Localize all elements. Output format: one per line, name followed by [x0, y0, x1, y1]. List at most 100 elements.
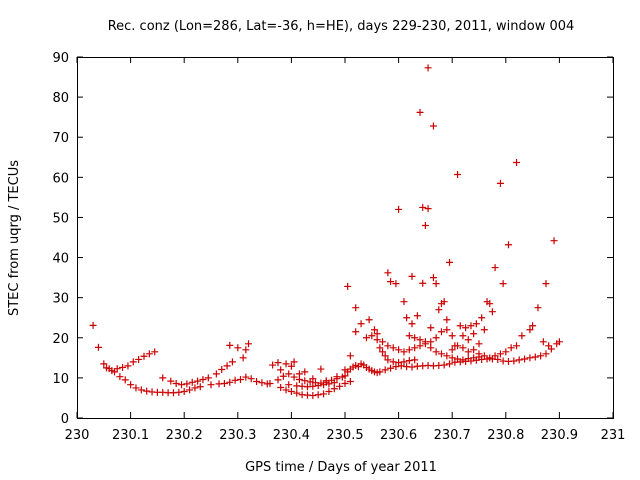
data-point [448, 332, 456, 340]
data-point [330, 385, 338, 393]
y-tick-label: 90 [52, 51, 69, 66]
data-point [400, 348, 408, 356]
data-point [105, 365, 113, 373]
data-point [395, 205, 403, 213]
data-point [159, 374, 167, 382]
data-point [507, 344, 515, 352]
data-point [381, 352, 389, 360]
data-point [336, 382, 344, 390]
data-point [384, 269, 392, 277]
data-point [191, 384, 199, 392]
data-point [341, 380, 349, 388]
data-point [376, 344, 384, 352]
data-point [413, 312, 421, 320]
data-point [309, 382, 317, 390]
data-point [274, 376, 282, 384]
x-tick-label: 230.4 [273, 428, 310, 443]
data-point [186, 386, 194, 394]
data-point [226, 341, 234, 349]
data-point [325, 388, 333, 396]
data-point [416, 108, 424, 116]
data-point [502, 348, 510, 356]
data-point [188, 378, 196, 386]
data-point [180, 388, 188, 396]
data-point [470, 354, 478, 362]
data-point [416, 342, 424, 350]
data-point [480, 326, 488, 334]
data-point [486, 300, 494, 308]
data-point [494, 355, 502, 363]
data-point [376, 368, 384, 376]
data-point [429, 122, 437, 130]
data-point [400, 358, 408, 366]
data-point [459, 356, 467, 364]
data-point [464, 355, 472, 363]
x-tick-label: 230.1 [112, 428, 149, 443]
data-point [419, 279, 427, 287]
data-point [405, 357, 413, 365]
data-point [226, 378, 234, 386]
data-point [424, 205, 432, 213]
data-point [464, 336, 472, 344]
x-tick-label: 230.8 [487, 428, 524, 443]
data-point [282, 360, 290, 368]
data-point [274, 359, 282, 367]
data-point [175, 388, 183, 396]
data-point [384, 356, 392, 364]
data-point [172, 380, 180, 388]
data-point [277, 366, 285, 374]
data-point [446, 258, 454, 266]
data-point [100, 360, 108, 368]
data-point [137, 386, 145, 394]
data-point [421, 338, 429, 346]
data-point [94, 343, 102, 351]
data-point [212, 370, 220, 378]
data-point [287, 388, 295, 396]
data-point [389, 358, 397, 366]
data-point [341, 372, 349, 380]
data-point [352, 328, 360, 336]
data-point [223, 362, 231, 370]
data-point [204, 374, 212, 382]
y-axis-label: STEC from uqrg / TECUs [7, 160, 22, 316]
data-point [392, 363, 400, 371]
x-tick-label: 230.6 [380, 428, 417, 443]
data-point [395, 346, 403, 354]
data-point [279, 372, 287, 380]
data-point [491, 264, 499, 272]
data-point [253, 377, 261, 385]
data-point [440, 361, 448, 369]
data-point [135, 355, 143, 363]
data-point [389, 344, 397, 352]
data-point [534, 304, 542, 312]
data-point [346, 352, 354, 360]
data-point [437, 328, 445, 336]
data-point [411, 334, 419, 342]
data-point [277, 384, 285, 392]
data-point [167, 377, 175, 385]
chart-title: Rec. conz (Lon=286, Lat=-36, h=HE), days… [108, 19, 575, 34]
data-point [89, 321, 97, 329]
data-point [542, 350, 550, 358]
data-point [379, 338, 387, 346]
data-point [242, 373, 250, 381]
data-point [448, 346, 456, 354]
data-point [480, 352, 488, 360]
data-point [314, 382, 322, 390]
data-point [282, 386, 290, 394]
data-point [470, 346, 478, 354]
data-point [145, 350, 153, 358]
data-point [443, 352, 451, 360]
data-point [151, 348, 159, 356]
data-point [499, 280, 507, 288]
data-point [531, 353, 539, 361]
data-point [183, 380, 191, 388]
data-point [400, 298, 408, 306]
data-point [496, 350, 504, 358]
data-point [357, 320, 365, 328]
data-point [537, 352, 545, 360]
data-point [285, 381, 293, 389]
data-point [462, 324, 470, 332]
data-point [293, 389, 301, 397]
